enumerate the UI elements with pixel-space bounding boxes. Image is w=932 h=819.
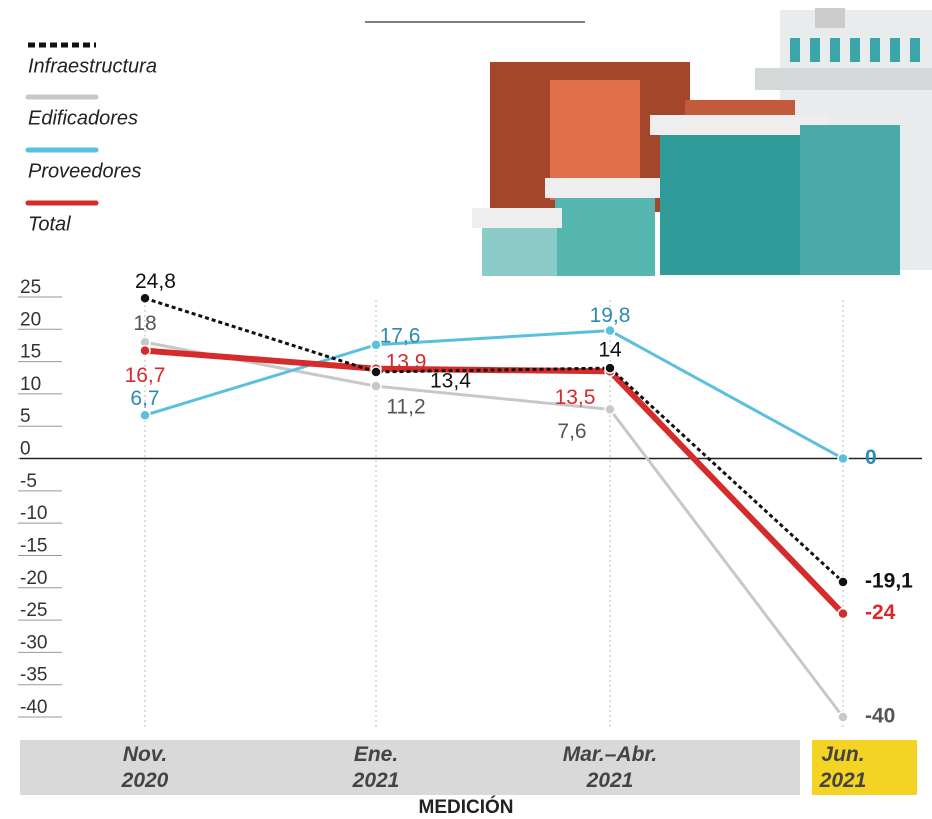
series-line <box>144 340 845 718</box>
y-tick-label: -25 <box>20 600 47 621</box>
y-tick-label: 15 <box>20 342 41 363</box>
data-point <box>604 403 616 416</box>
data-point <box>604 362 616 374</box>
data-point <box>837 576 849 588</box>
y-tick-label: -5 <box>20 471 37 492</box>
data-point <box>139 409 151 421</box>
data-point <box>837 607 849 620</box>
legend-label: Total <box>28 213 71 235</box>
data-point <box>139 344 151 357</box>
legend-label: Infraestructura <box>28 55 157 77</box>
value-label: -19,1 <box>865 570 913 593</box>
data-point <box>837 452 849 465</box>
building-illustration <box>472 8 932 276</box>
value-label: 13,5 <box>555 386 596 409</box>
value-label: 18 <box>133 312 156 335</box>
value-label: 16,7 <box>125 364 166 387</box>
y-tick-label: -40 <box>20 697 47 718</box>
y-tick-label: 10 <box>20 374 41 395</box>
x-tick-label: Mar.–Abr. 2021 <box>563 743 658 792</box>
series-line <box>144 329 844 460</box>
y-tick-label: -20 <box>20 568 47 589</box>
value-label: -40 <box>865 705 895 728</box>
data-point <box>139 292 151 305</box>
x-axis-title: MEDICIÓN <box>419 796 514 818</box>
value-label: 14 <box>598 339 622 362</box>
y-tick-label: 0 <box>20 439 31 460</box>
x-tick-label: Ene. 2021 <box>352 743 400 792</box>
value-label: 6,7 <box>130 387 159 410</box>
category-band <box>20 740 800 795</box>
value-label: 11,2 <box>386 396 425 419</box>
legend-label: Edificadores <box>28 107 138 129</box>
value-label: -24 <box>865 601 896 624</box>
y-tick-label: 25 <box>20 277 41 298</box>
y-tick-label: -15 <box>20 535 47 556</box>
data-point <box>370 366 382 378</box>
series-line <box>144 347 846 616</box>
legend-label: Proveedores <box>28 160 141 182</box>
series-line <box>144 296 845 584</box>
value-label: 19,8 <box>590 304 631 327</box>
value-label: 24,8 <box>135 270 176 293</box>
y-tick-label: 5 <box>20 406 31 427</box>
data-point <box>604 324 616 337</box>
y-tick-label: 20 <box>20 309 41 330</box>
y-tick-label: -30 <box>20 632 47 653</box>
data-point <box>370 339 382 351</box>
data-point <box>837 711 849 723</box>
category-band-highlight <box>812 740 917 795</box>
value-label: 17,6 <box>380 324 421 347</box>
y-tick-label: -35 <box>20 665 47 686</box>
value-label: 13,4 <box>430 370 471 393</box>
value-label: 0 <box>865 446 877 469</box>
value-label: 7,6 <box>557 420 586 443</box>
data-point <box>370 380 382 392</box>
value-label: 13,9 <box>386 350 427 373</box>
x-tick-label: Nov. 2020 <box>121 743 169 792</box>
y-tick-label: -10 <box>20 503 47 524</box>
x-tick-label: Jun. 2021 <box>819 743 867 792</box>
